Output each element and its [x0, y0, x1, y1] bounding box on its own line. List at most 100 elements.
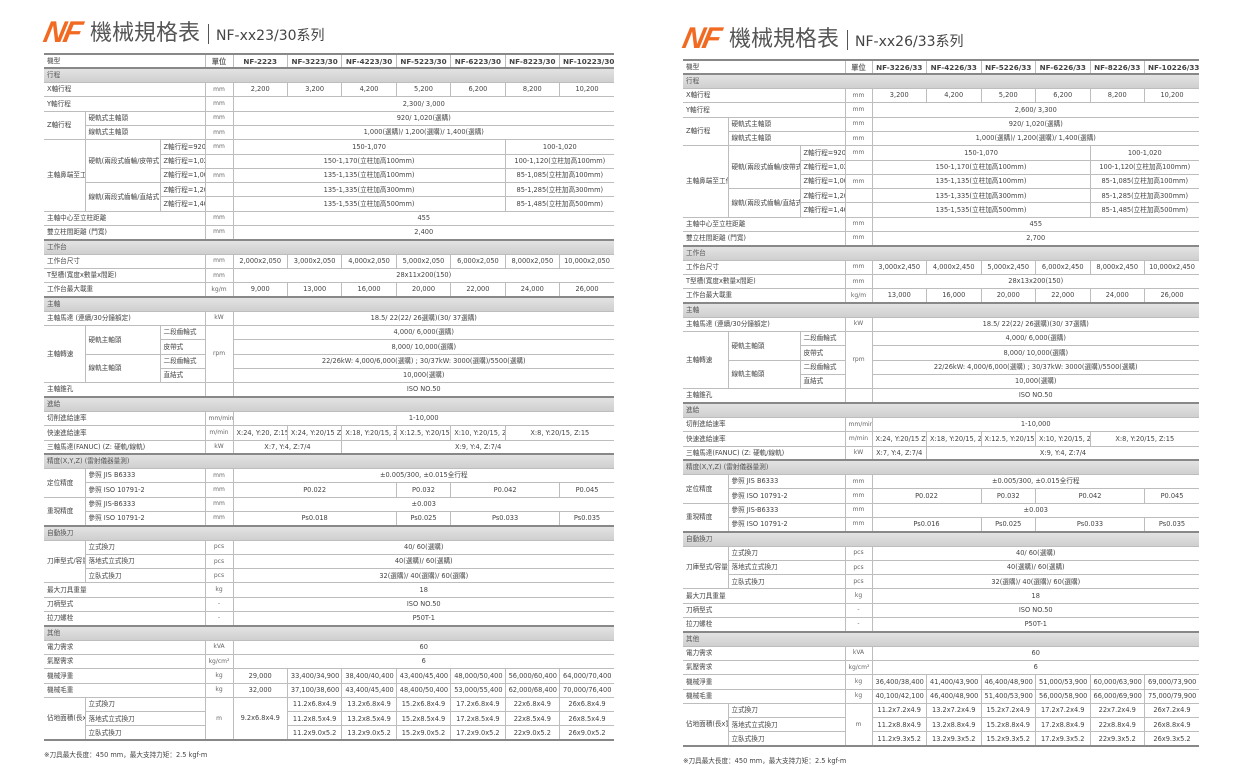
section-title: 其他 [683, 630, 1199, 647]
spec-table: 機型 單位 NF-3226/33 NF-4226/33 NF-5226/33 NF-622… [683, 58, 1199, 748]
unit-cell: mm [844, 502, 873, 519]
spec-row: 立臥式換刀 pcs 32(選購)/ 40(選購)/ 60(選購) [683, 574, 1199, 590]
spec-value: 20,000 [395, 282, 452, 298]
section-title: 主軸 [683, 302, 1199, 318]
spec-value: 46,400/48,900 [980, 674, 1036, 690]
spec-value: 10,000(選購) [232, 368, 614, 384]
spec-value: 100-1,020 [1089, 145, 1199, 161]
spec-value: 1-10,000 [871, 416, 1199, 433]
model-header-row: 機型 單位 NF-2223 NF-3223/30 NF-4223/30 NF-5223/3… [44, 52, 614, 70]
spec-label: 落地式立式換刀 [728, 559, 846, 576]
spec-value: 28x11x200(150) [232, 267, 614, 284]
spec-row: 線軌主軸頭 二段齒輪式 22/26kW: 4,000/6,000(選購) ; 30/… [44, 353, 614, 384]
unit-cell [844, 188, 873, 204]
spec-row: 落地式立式換刀 pcs 40(選購)/ 60(選購) [44, 553, 614, 570]
spec-value: 8,000/ 10,000(選購) [871, 345, 1199, 361]
spec-value: 3,200 [286, 82, 343, 98]
unit-cell: mm [204, 510, 234, 527]
spec-value: 5,200 [980, 88, 1036, 104]
model-name: NF-8226/33 [1089, 58, 1145, 76]
spec-value: 22,000 [1035, 288, 1091, 304]
spec-value: 56,000/58,900 [1035, 688, 1091, 704]
spec-label: 參照 JIS B6333 [727, 474, 846, 490]
spec-value: 48,400/50,400 [395, 682, 452, 698]
unit-cell: kg [844, 688, 873, 704]
spec-row: 佔地面積(長x寬x高)立式換刀m9.2x6.8x4.911.2x6.8x4.91… [44, 696, 614, 741]
spec-row: Z軸行程=1,000mm135-1,135(立柱加高100mm)85-1,085… [44, 167, 614, 184]
spec-value: 13.2x8.5x4.9 [341, 711, 397, 727]
unit-cell: kVA [204, 639, 234, 655]
spec-row: 電力需求 kVA 60 [683, 645, 1199, 661]
spec-value: 60 [232, 639, 614, 655]
spec-value: 40/ 60(選購) [871, 545, 1199, 561]
spec-sheet-right: NF 機械規格表 NF-xx26/33系列 機型 單位 NF-3226/33 NF-4… [680, 18, 1199, 765]
unit-cell: kVA [844, 645, 873, 661]
spec-value: X:8, Y:20/15, Z:15 [504, 425, 614, 441]
spec-row: 拉刀螺栓 - P50T-1 [683, 617, 1199, 633]
spec-label: 立臥式換刀 [728, 731, 846, 747]
spec-value: Ps0.035 [1144, 516, 1199, 533]
title-divider [847, 30, 849, 50]
spec-label: 參照 JIS B6333 [84, 468, 206, 484]
spec-value: 2,300/ 3,000 [232, 96, 614, 112]
spec-label: 主軸馬達 (連續/30分鐘額定) [44, 310, 206, 327]
spec-value: 26x9.3x5.2 [1144, 731, 1199, 747]
spec-label: Z軸行程=1,400 [160, 196, 206, 212]
spec-label: 雙立柱間距離 (門寬) [683, 231, 846, 247]
spec-label: 主軸錐孔 [683, 388, 846, 404]
spec-value: 17.2x8.5x4.9 [450, 711, 506, 727]
spec-label: X軸行程 [44, 82, 206, 98]
spec-value: 16,000 [341, 282, 397, 298]
spec-label: 線軌主軸頭 [728, 359, 801, 390]
section-title: 自動換刀 [44, 524, 614, 541]
spec-value: 51,400/53,900 [980, 688, 1036, 704]
spec-label: 直結式 [800, 374, 846, 390]
unit-cell: mm [844, 145, 873, 161]
page-title: NF 機械規格表 NF-xx26/33系列 [680, 18, 1199, 55]
unit-cell: pcs [204, 568, 234, 584]
spec-value: Ps0.033 [1035, 516, 1145, 533]
spec-value: 85-1,285(立柱加高300mm) [504, 182, 614, 198]
section-header-row: 工作台 [44, 238, 614, 255]
spec-value: X:9, Y:4, Z:7/4 [926, 445, 1199, 461]
spec-row: 落地式立式換刀 11.2x8.5x4.9 13.2x8.5x4.9 15.2x8.5x… [44, 711, 614, 727]
spec-row: 主軸轉速 硬軌主軸頭 二段齒輪式 rpm 4,000/ 6,000(選購) [683, 331, 1199, 390]
spec-label: 主軸鼻端至工作台距離 [683, 145, 729, 218]
spec-value: 24,000 [504, 282, 561, 298]
spec-row: 立臥式換刀 11.2x9.0x5.2 13.2x9.0x5.2 15.2x9.0x5.… [44, 725, 614, 741]
section-title: 工作台 [44, 238, 614, 255]
model-name: NF-4223/30 [341, 52, 397, 70]
spec-row: 定位精度 參照 JIS B6333 mm ±0.005/300, ±0.015全行程 [683, 474, 1199, 504]
spec-label: 氣壓需求 [683, 659, 846, 676]
spec-value: 20,000 [980, 288, 1036, 304]
spec-value: 11.2x8.8x4.9 [871, 717, 927, 733]
unit-cell [204, 153, 234, 169]
spec-value: ±0.003 [232, 496, 614, 513]
spec-label: 主軸馬達 (連續/30分鐘額定) [683, 316, 846, 333]
section-title: 行程 [44, 67, 614, 84]
spec-value: X:9, Y:4, Z:7/4 [341, 439, 614, 455]
spec-row: 三軸馬達(FANUC) (Z: 硬軌/線軌) kW X:7, Y:4, Z:7/4 X… [683, 445, 1199, 461]
unit-cell: mm [204, 482, 234, 498]
spec-label: 皮帶式 [160, 339, 206, 355]
unit-cell: m/min [844, 431, 873, 447]
spec-value: 9.2x6.8x4.9 [232, 696, 288, 741]
spec-row: 氣壓需求 kg/cm² 6 [683, 659, 1199, 676]
spec-label: 切削進給速率 [44, 410, 206, 427]
spec-value: 8,000x2,050 [504, 253, 561, 269]
spec-row: 切削進給速率 mm/min 1-10,000 [44, 410, 614, 427]
section-header-row: 自動換刀 [44, 524, 614, 541]
spec-label: 主軸中心至立柱距離 [44, 210, 206, 227]
model-name: NF-3223/30 [286, 52, 343, 70]
spec-value: 100-1,120(立柱加高100mm) [1089, 159, 1199, 175]
section-header-row: 主軸 [683, 302, 1199, 318]
spec-row: 線軌(兩段式齒輪/直結式)Z軸行程=1,200 135-1,335(立柱加高300… [683, 188, 1199, 218]
section-header-row: 其他 [683, 630, 1199, 647]
spec-label: 刀庫型式/容量 [44, 539, 86, 584]
spec-value: 22x9.0x5.2 [504, 725, 561, 741]
spec-value: 150-1,070 [232, 139, 506, 155]
spec-value: 62,000/68,400 [504, 682, 561, 698]
unit-cell: mm [204, 82, 234, 98]
spec-label: 硬軌(兩段式齒輪/皮帶式) [84, 139, 161, 184]
spec-value: 1,000(選購)/ 1,200(選購)/ 1,400(選購) [232, 124, 614, 141]
